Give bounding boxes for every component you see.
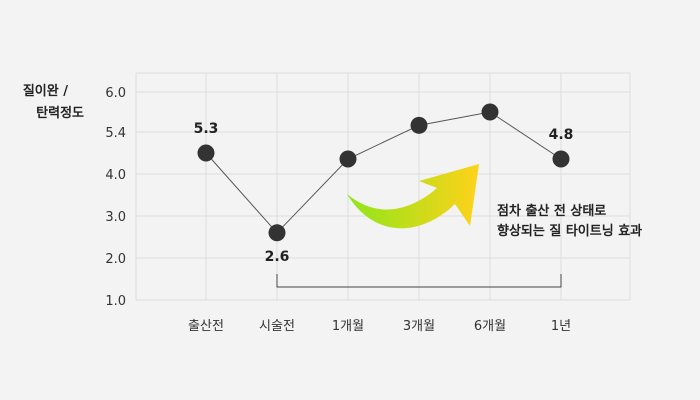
annotation-line-2: 향상되는 질 타이트닝 효과	[497, 223, 642, 239]
y-tick-label: 1.0	[105, 294, 126, 309]
grid	[135, 72, 631, 301]
y-tick-label: 5.4	[105, 126, 126, 141]
y-axis-label-line-2: 탄력정도	[36, 105, 84, 121]
y-tick-label: 3.0	[105, 210, 126, 225]
data-point	[339, 150, 357, 168]
x-tick-label: 1개월	[332, 319, 364, 334]
x-tick-label: 출산전	[188, 319, 224, 334]
trend-arrow	[347, 164, 479, 229]
x-tick-label: 1년	[551, 319, 571, 334]
data-label: 5.3	[194, 121, 219, 137]
y-tick-labels: 6.0 5.4 4.0 3.0 2.0 1.0	[105, 86, 126, 309]
data-point	[268, 224, 286, 242]
data-label: 4.8	[549, 127, 574, 143]
data-point	[552, 150, 570, 168]
data-point	[481, 103, 499, 121]
x-tick-labels: 출산전 시술전 1개월 3개월 6개월 1년	[188, 319, 571, 334]
x-tick-label: 6개월	[474, 319, 506, 334]
series-line	[205, 111, 562, 234]
y-tick-label: 2.0	[105, 252, 126, 267]
x-tick-label: 3개월	[403, 319, 435, 334]
data-labels: 5.3 2.6 4.8	[194, 121, 574, 265]
annotation-line-1: 점차 출산 전 상태로	[497, 203, 606, 219]
data-point	[197, 144, 215, 162]
data-point	[410, 116, 428, 134]
series-polyline	[205, 111, 562, 234]
data-label: 2.6	[265, 249, 290, 265]
y-axis-label-line-1: 질이완 /	[23, 83, 68, 99]
x-tick-label: 시술전	[259, 319, 295, 334]
series-markers	[197, 103, 570, 242]
range-bracket	[276, 274, 562, 288]
y-tick-label: 6.0	[105, 86, 126, 101]
y-tick-label: 4.0	[105, 168, 126, 183]
